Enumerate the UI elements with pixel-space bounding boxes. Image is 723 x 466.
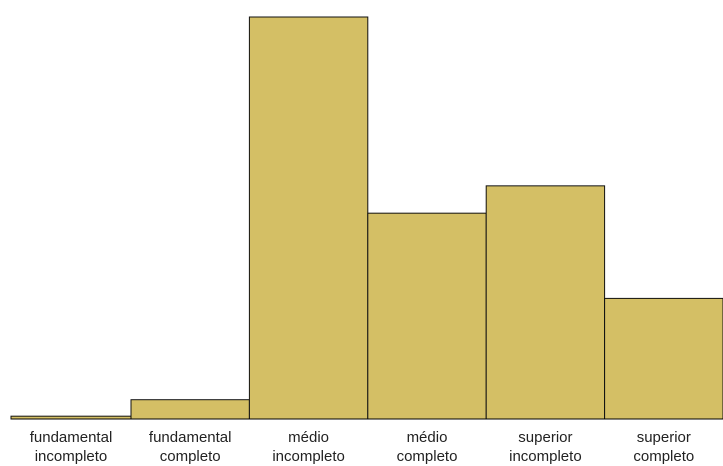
x-tick-label-0-line-1: incompleto [35, 448, 108, 465]
x-tick-label-2: médio incompleto [272, 429, 345, 465]
bars-group [10, 16, 723, 420]
x-tick-label-4-line-1: incompleto [509, 448, 582, 465]
x-tick-label-2-line-0: médio [288, 429, 329, 446]
x-tick-label-1-line-0: fundamental [149, 429, 232, 446]
bar-3 [367, 212, 487, 420]
x-tick-label-1-line-1: completo [160, 448, 221, 465]
x-tick-label-3-line-1: completo [397, 448, 458, 465]
x-tick-label-2-line-1: incompleto [272, 448, 345, 465]
x-tick-label-0-line-0: fundamental [30, 429, 113, 446]
x-tick-label-4-line-0: superior [518, 429, 572, 446]
bar-5 [604, 297, 723, 420]
bar-2 [248, 16, 369, 420]
x-tick-label-5: superior completo [633, 429, 694, 465]
x-tick-label-5-line-0: superior [637, 429, 691, 446]
x-tick-label-4: superior incompleto [509, 429, 582, 465]
bar-4 [485, 185, 606, 420]
x-tick-label-3: médio completo [397, 429, 458, 465]
x-tick-label-3-line-0: médio [407, 429, 448, 446]
x-tick-label-1: fundamental completo [149, 429, 232, 465]
x-tick-label-5-line-1: completo [633, 448, 694, 465]
x-tick-labels-group: fundamental incompleto fundamental completo… [30, 429, 695, 465]
x-tick-label-0: fundamental incompleto [30, 429, 113, 465]
bar-1 [130, 399, 250, 420]
